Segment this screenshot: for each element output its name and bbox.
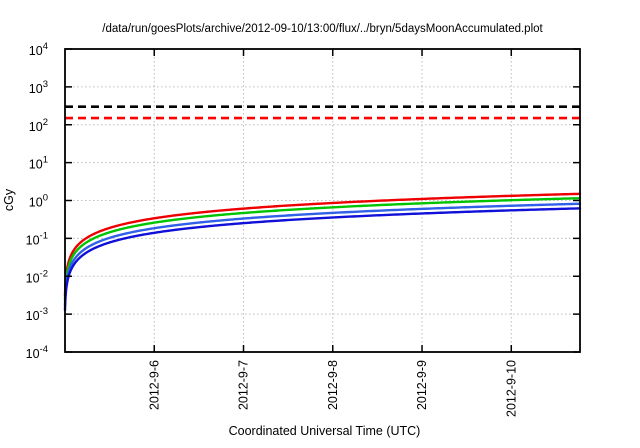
accumulated-dose-green-curve (63, 196, 582, 302)
x-axis-label: Coordinated Universal Time (UTC) (228, 424, 421, 438)
x-tick-label: 2012-9-9 (415, 360, 429, 410)
accumulated-dose-blue-light-curve (63, 202, 582, 307)
accumulated-dose-blue-dark-curve (63, 207, 582, 312)
x-tick-label: 2012-9-6 (147, 360, 161, 410)
y-tick-label: 103 (29, 79, 48, 96)
x-tick-label: 2012-9-8 (326, 360, 340, 410)
y-tick-label: 102 (29, 117, 48, 134)
plot-title: /data/run/goesPlots/archive/2012-09-10/1… (102, 23, 543, 35)
accumulated-dose-red-curve (63, 192, 582, 297)
y-tick-label: 104 (29, 41, 48, 58)
y-tick-label: 100 (29, 193, 48, 210)
y-tick-label: 101 (29, 155, 48, 172)
y-tick-label: 10-4 (26, 344, 48, 361)
y-tick-label: 10-2 (26, 268, 48, 285)
y-tick-label: 10-3 (26, 306, 48, 323)
x-tick-label: 2012-9-7 (237, 360, 251, 410)
x-tick-label: 2012-9-10 (504, 360, 518, 417)
y-tick-label: 10-1 (26, 230, 48, 247)
